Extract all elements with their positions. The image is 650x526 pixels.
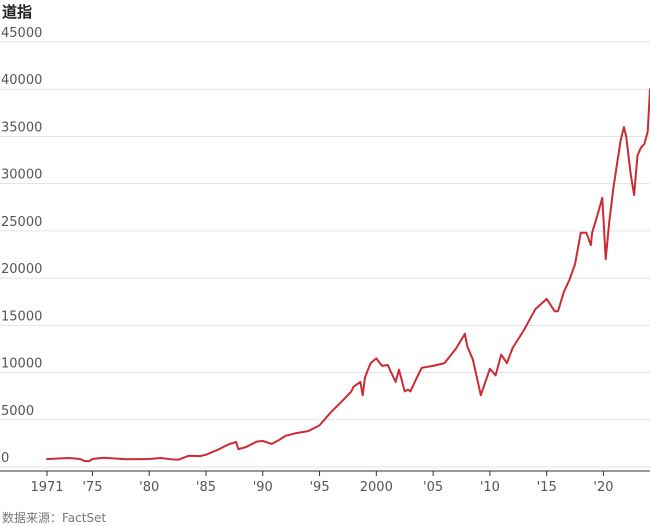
y-tick-label: 25000 [1, 215, 42, 230]
x-tick-label: '75 [82, 480, 102, 495]
x-axis: 1971 '75 '80 '85 '90 '95 2000 '05 '10 '15 '20 [0, 470, 650, 495]
x-tick-label: '05 [423, 480, 443, 495]
x-tick-label: '95 [309, 480, 329, 495]
y-tick-label: 45000 [1, 26, 42, 41]
y-axis: 0 5000 10000 15000 20000 25000 30000 35000 40000… [1, 26, 42, 466]
y-tick-label: 40000 [1, 73, 42, 88]
y-tick-label: 35000 [1, 120, 42, 135]
gridlines [0, 41, 650, 468]
x-tick-label: '15 [537, 480, 557, 495]
x-tick-label: '85 [196, 480, 216, 495]
y-tick-label: 15000 [1, 309, 42, 324]
y-tick-label: 5000 [1, 404, 34, 419]
y-tick-label: 20000 [1, 262, 42, 277]
x-tick-label: 2000 [360, 480, 393, 495]
x-tick-label: '20 [593, 480, 613, 495]
y-tick-label: 10000 [1, 357, 42, 372]
y-tick-label: 30000 [1, 168, 42, 183]
x-tick-label: '90 [253, 480, 273, 495]
source-note: 数据来源：FactSet [2, 511, 107, 525]
x-tick-label: '80 [139, 480, 159, 495]
x-tick-label: '10 [480, 480, 500, 495]
series-layer [46, 88, 650, 463]
series-line [46, 88, 650, 463]
y-tick-label: 0 [1, 451, 9, 466]
x-tick-label: 1971 [30, 480, 63, 495]
chart-title: 道指 [2, 3, 33, 21]
